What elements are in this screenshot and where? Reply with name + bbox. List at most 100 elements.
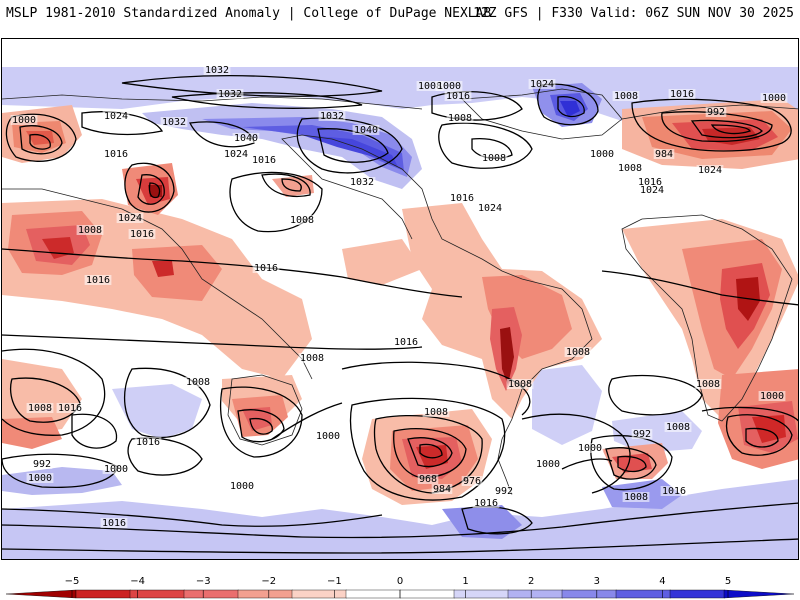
isobar-label: 1008 bbox=[186, 377, 210, 388]
contour-label-bg bbox=[444, 91, 472, 101]
contour-labels: 1032 1032 1000 1024 1032 1016 1040 1024 1016 1032… bbox=[10, 65, 788, 529]
isobar-label: 1032 bbox=[350, 177, 374, 188]
isobar-label: 1032 bbox=[162, 117, 186, 128]
colorbar-swatch bbox=[183, 589, 239, 599]
contour-label-bg bbox=[250, 155, 278, 165]
contour-label-bg bbox=[493, 486, 515, 496]
colorbar-tick-label: −5 bbox=[65, 576, 80, 587]
isobar-label: 1000 bbox=[578, 443, 602, 454]
colorbar-tick-label: 2 bbox=[528, 576, 534, 587]
isobar-label: 1016 bbox=[670, 89, 694, 100]
contour-label-bg bbox=[203, 65, 231, 75]
contour-label-bg bbox=[612, 91, 640, 101]
contour-label-bg bbox=[636, 177, 664, 187]
contour-label-bg bbox=[588, 149, 616, 159]
model-run-info: 12Z GFS | F330 Valid: 06Z SUN NOV 30 202… bbox=[473, 6, 794, 21]
anomaly-map: 1032 1032 1000 1024 1032 1016 1040 1024 1016 1032… bbox=[1, 38, 799, 560]
colorbar-tick-label: 5 bbox=[725, 576, 731, 587]
contour-label-bg bbox=[348, 177, 376, 187]
isobar-label: 984 bbox=[433, 484, 451, 495]
isobar-label: 1008 bbox=[696, 379, 720, 390]
contour-label-bg bbox=[134, 437, 162, 447]
isobar-label: 1008 bbox=[482, 153, 506, 164]
isobar-label: 1008 bbox=[614, 91, 638, 102]
isobar-label: 992 bbox=[495, 486, 513, 497]
isobar-label: 1000 bbox=[230, 481, 254, 492]
contour-label-bg bbox=[431, 484, 453, 494]
isobar-label: 1040 bbox=[234, 133, 258, 144]
colorbar-tick-label: 4 bbox=[659, 576, 665, 587]
isobar-label: 1016 bbox=[638, 177, 662, 188]
contour-label-bg bbox=[694, 379, 722, 389]
colorbar-swatch bbox=[669, 589, 725, 599]
isobar-label: 1000 bbox=[104, 464, 128, 475]
contour-label-bg bbox=[160, 117, 188, 127]
colorbar-swatch bbox=[453, 589, 509, 599]
isobar-label: 1016 bbox=[474, 498, 498, 509]
contour-label-bg bbox=[318, 111, 346, 121]
colorbar-swatch bbox=[399, 589, 455, 599]
isobar-label: 1000 bbox=[762, 93, 786, 104]
isobar-label: 1000 bbox=[590, 149, 614, 160]
contour-label-bg bbox=[10, 115, 38, 125]
colorbar-tick-label: −2 bbox=[261, 576, 276, 587]
isobar-label: 1008 bbox=[290, 215, 314, 226]
contour-label-bg bbox=[476, 203, 504, 213]
southern-high-anomaly bbox=[2, 479, 798, 559]
colorbar-swatch bbox=[345, 589, 401, 599]
isobar-label: 1016 bbox=[136, 437, 160, 448]
isobar-label: 1016 bbox=[450, 193, 474, 204]
contour-label-bg bbox=[660, 486, 688, 496]
contour-label-bg bbox=[696, 165, 724, 175]
isobar-label: 1000 bbox=[760, 391, 784, 402]
isobar-label: 1016 bbox=[254, 263, 278, 274]
arctic-high-anomaly bbox=[2, 67, 798, 121]
isobar-label: 1032 bbox=[205, 65, 229, 76]
colorbar-tick-label: −1 bbox=[327, 576, 342, 587]
colorbar-tick-label: −3 bbox=[196, 576, 211, 587]
colorbar-swatch bbox=[129, 589, 185, 599]
isobar-label: 1000 bbox=[12, 115, 36, 126]
isobar-label: 1000 bbox=[536, 459, 560, 470]
colorbar-swatch bbox=[5, 589, 77, 599]
contour-label-bg bbox=[638, 185, 666, 195]
colorbar-swatch bbox=[291, 589, 347, 599]
colorbar-tick-label: 1 bbox=[462, 576, 468, 587]
colorbar-tick-label: 3 bbox=[594, 576, 600, 587]
contour-label-bg bbox=[435, 81, 463, 91]
colorbar-swatch bbox=[507, 589, 563, 599]
contour-label-bg bbox=[26, 473, 54, 483]
isobar-label: 1024 bbox=[478, 203, 502, 214]
isobar-label: 1024 bbox=[104, 111, 128, 122]
colorbar-swatch bbox=[723, 589, 795, 599]
contour-label-bg bbox=[352, 125, 380, 135]
contour-label-bg bbox=[576, 443, 604, 453]
contour-label-bg bbox=[760, 93, 788, 103]
colorbar-swatch bbox=[237, 589, 293, 599]
isobar-label: 1024 bbox=[698, 165, 722, 176]
isobar-label: 984 bbox=[655, 149, 673, 160]
contour-label-bg bbox=[128, 229, 156, 239]
contour-label-bg bbox=[506, 379, 534, 389]
contour-label-bg bbox=[448, 193, 476, 203]
contour-label-bg bbox=[472, 498, 500, 508]
contour-label-bg bbox=[528, 79, 556, 89]
isobar-label: 1000 bbox=[316, 431, 340, 442]
isobar-label: 1032 bbox=[218, 89, 242, 100]
contour-label-bg bbox=[631, 429, 653, 439]
isobar-label: 1032 bbox=[320, 111, 344, 122]
isobar-label: 1024 bbox=[224, 149, 248, 160]
contour-label-bg bbox=[622, 492, 650, 502]
isobar-label: 1008 bbox=[78, 225, 102, 236]
contour-label-bg bbox=[298, 353, 326, 363]
contour-label-bg bbox=[446, 113, 474, 123]
contour-label-bg bbox=[76, 225, 104, 235]
contour-label-bg bbox=[664, 422, 692, 432]
isobar-label: 1008 bbox=[448, 113, 472, 124]
isobar-label: 1008 bbox=[566, 347, 590, 358]
contour-label-bg bbox=[216, 89, 244, 99]
isobar-label: 1008 bbox=[418, 81, 442, 92]
contour-label-bg bbox=[534, 459, 562, 469]
isobar-label: 968 bbox=[419, 474, 437, 485]
contour-label-bg bbox=[102, 149, 130, 159]
